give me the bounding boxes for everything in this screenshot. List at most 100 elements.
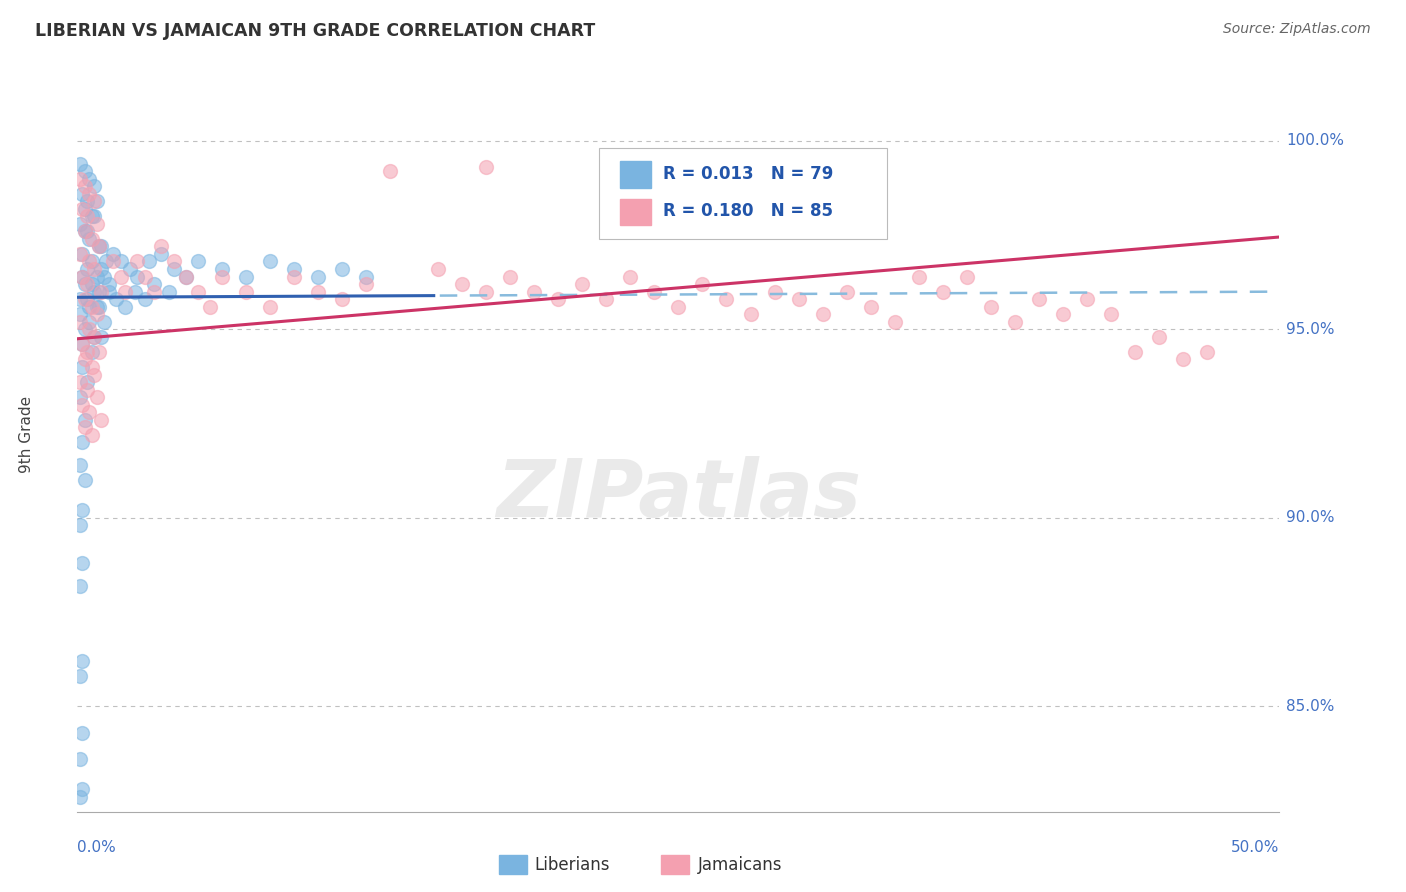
Point <box>83 179 105 194</box>
Point <box>83 262 105 277</box>
Point <box>120 262 142 277</box>
Point <box>174 269 197 284</box>
Point <box>79 171 101 186</box>
Point <box>73 420 96 434</box>
Point <box>83 285 105 299</box>
Point <box>70 186 93 201</box>
Point <box>138 254 160 268</box>
Point <box>70 359 93 374</box>
Point <box>716 292 738 306</box>
Point <box>79 232 101 246</box>
Point <box>70 782 93 797</box>
Point <box>1173 352 1195 367</box>
Point <box>307 269 329 284</box>
Point <box>1099 307 1122 321</box>
Point <box>90 262 112 277</box>
Point <box>69 315 91 329</box>
Text: 85.0%: 85.0% <box>1286 698 1334 714</box>
Point <box>70 435 93 450</box>
Point <box>87 300 110 314</box>
Text: Jamaicans: Jamaicans <box>697 856 782 874</box>
Point <box>69 578 91 592</box>
Point <box>69 669 91 683</box>
Point <box>80 345 103 359</box>
Point <box>73 277 96 291</box>
Point <box>283 262 305 277</box>
Point <box>883 315 905 329</box>
Point <box>127 254 149 268</box>
Point <box>79 322 101 336</box>
Point <box>83 194 105 209</box>
Text: 100.0%: 100.0% <box>1286 134 1344 148</box>
Point <box>127 269 149 284</box>
Point <box>90 330 112 344</box>
Point <box>668 300 690 314</box>
Point <box>70 398 93 412</box>
Point <box>811 307 834 321</box>
Point <box>69 458 91 472</box>
Point <box>69 752 91 766</box>
Point <box>69 390 91 404</box>
Point <box>908 269 931 284</box>
Point <box>162 254 184 268</box>
Point <box>186 285 209 299</box>
Point <box>73 202 96 216</box>
Point <box>86 307 108 321</box>
Point <box>235 285 257 299</box>
Point <box>86 269 108 284</box>
Point <box>83 330 105 344</box>
Point <box>97 277 120 291</box>
Point <box>134 269 156 284</box>
Point <box>571 277 593 291</box>
Point <box>90 413 112 427</box>
Point <box>79 186 101 201</box>
Point <box>499 269 522 284</box>
Point <box>932 285 955 299</box>
Text: ZIPatlas: ZIPatlas <box>496 456 860 534</box>
Point <box>73 292 96 306</box>
Point <box>124 285 146 299</box>
Point <box>70 337 93 351</box>
Point <box>740 307 762 321</box>
Point <box>114 285 136 299</box>
Point <box>378 164 401 178</box>
Point <box>475 285 498 299</box>
Point <box>73 164 96 178</box>
Point <box>70 269 93 284</box>
Point <box>83 330 105 344</box>
Point <box>86 300 108 314</box>
Point <box>87 239 110 253</box>
Point <box>69 307 91 321</box>
Point <box>80 359 103 374</box>
Point <box>97 285 120 299</box>
Point <box>69 518 91 533</box>
Point <box>69 171 91 186</box>
Point <box>1004 315 1026 329</box>
Point <box>198 300 221 314</box>
Point <box>96 254 118 268</box>
Point <box>83 368 105 382</box>
Point <box>451 277 474 291</box>
Point <box>134 292 156 306</box>
Point <box>143 277 166 291</box>
Text: 0.0%: 0.0% <box>77 840 117 855</box>
Point <box>162 262 184 277</box>
Point <box>692 277 714 291</box>
Point <box>73 179 96 194</box>
Point <box>80 254 103 268</box>
Point <box>90 239 112 253</box>
Point <box>235 269 257 284</box>
Point <box>76 262 98 277</box>
Text: R = 0.013   N = 79: R = 0.013 N = 79 <box>662 165 832 183</box>
Point <box>83 209 105 223</box>
Text: LIBERIAN VS JAMAICAN 9TH GRADE CORRELATION CHART: LIBERIAN VS JAMAICAN 9TH GRADE CORRELATI… <box>35 22 595 40</box>
Point <box>110 269 132 284</box>
Point <box>90 285 112 299</box>
Point <box>103 254 125 268</box>
Point <box>70 654 93 668</box>
Point <box>79 300 101 314</box>
Point <box>86 390 108 404</box>
Point <box>1028 292 1050 306</box>
Point <box>80 277 103 291</box>
Point <box>763 285 786 299</box>
